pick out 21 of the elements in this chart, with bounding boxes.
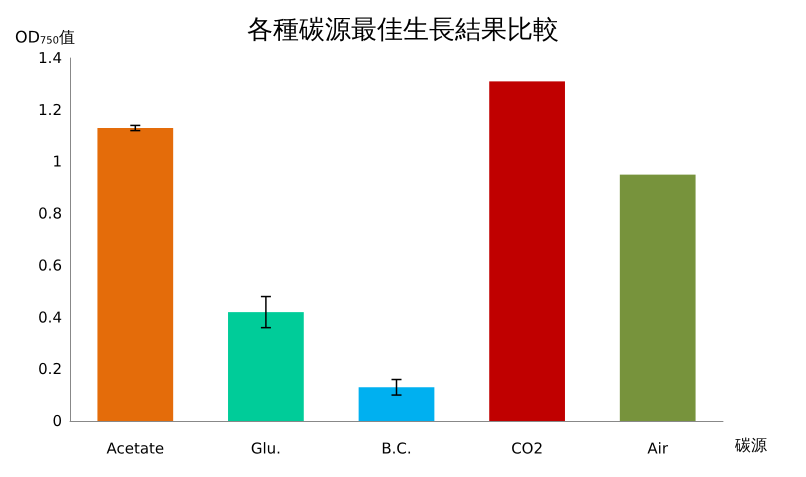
y-tick-label: 0 xyxy=(52,412,62,430)
x-tick-label: CO2 xyxy=(511,440,544,458)
bar xyxy=(358,387,434,421)
x-tick-label: B.C. xyxy=(381,440,412,458)
y-tick-label: 0.8 xyxy=(38,204,62,223)
bar xyxy=(620,174,696,421)
y-tick-label: 1.4 xyxy=(38,49,62,67)
bar xyxy=(97,128,174,421)
y-tick-label: 0.4 xyxy=(38,308,62,326)
bar xyxy=(228,312,304,421)
x-tick-label: Glu. xyxy=(250,440,281,458)
bar xyxy=(489,81,565,421)
x-tick-label: Air xyxy=(647,440,669,458)
x-tick-label: Acetate xyxy=(106,440,164,458)
y-tick-label: 0.2 xyxy=(38,360,62,378)
y-tick-label: 0.6 xyxy=(38,256,62,274)
x-axis-title: 碳源 xyxy=(734,436,767,454)
y-tick-label: 1.2 xyxy=(38,100,62,119)
y-axis-title: OD750值 xyxy=(15,28,75,46)
chart-title: 各種碳源最佳生長結果比較 xyxy=(247,15,559,45)
y-tick-label: 1 xyxy=(52,152,62,171)
